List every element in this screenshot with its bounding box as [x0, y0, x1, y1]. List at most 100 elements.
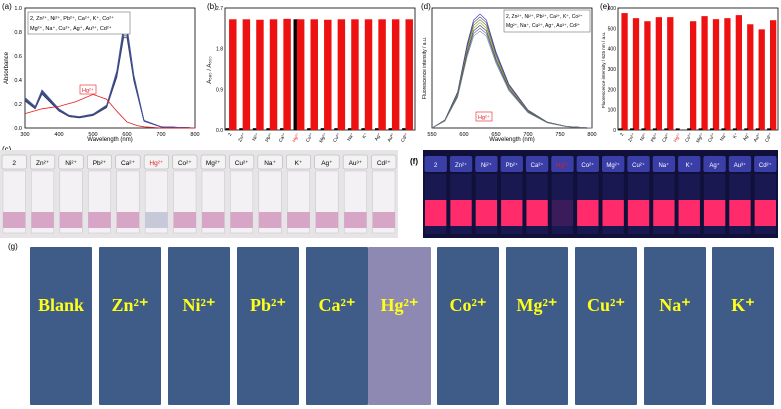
vial-label: Cd²⁺ [759, 162, 772, 169]
vial-label: 2 [12, 160, 16, 167]
vial-glow [627, 200, 650, 226]
vial-solution [315, 212, 339, 228]
vial-label: Co²⁺ [178, 160, 192, 167]
chart-b-xlabel: Zn²⁺ [237, 132, 246, 143]
chart-d-series-line [431, 27, 593, 129]
chart-b-bar [374, 128, 380, 130]
paper-ni: Ni²⁺ [168, 247, 230, 405]
chart-e-bar [664, 128, 669, 130]
paper-label: Ni²⁺ [182, 295, 216, 315]
chart-e-bar [701, 16, 708, 131]
vial-solution [258, 212, 282, 228]
vial-cap [728, 156, 752, 172]
vial-cap [143, 154, 169, 170]
chart-b-xlabel: Na⁺ [346, 132, 355, 142]
chart-b-xlabel: Co²⁺ [305, 132, 315, 144]
vial-photo-f: 2 Zn²⁺ Ni²⁺ Pb²⁺ Ca²⁺ Hg²⁺ Co²⁺ Mg²⁺ Cu²⁺ Na⁺ K⁺ Ag… [423, 150, 778, 238]
chart-b-bar [307, 128, 312, 130]
chart-e-ytick: 600 [608, 6, 617, 12]
chart-e-bar [767, 128, 772, 130]
chart-b-bar [402, 128, 407, 130]
paper-label: Blank [37, 295, 85, 315]
chart-a-frame [24, 7, 196, 129]
chart-e-ytick: 400 [608, 47, 617, 53]
vial-label: Ca²⁺ [121, 160, 135, 167]
chart-a-series-line [24, 35, 196, 129]
chart-b-frame [224, 7, 416, 131]
vial-cap [500, 156, 523, 172]
chart-e-xlabel: Zn²⁺ [627, 132, 636, 143]
vial-cap [1, 154, 27, 170]
vial-solution [173, 212, 196, 228]
vial-solution [3, 212, 26, 228]
chart-e-xlabel: Cu²⁺ [707, 132, 717, 144]
chart-e-xlabel: Na⁺ [719, 132, 728, 142]
vial-solution [230, 212, 253, 228]
chart-a-ytick: 1.0 [14, 6, 22, 12]
vial-label: Ca²⁺ [531, 162, 544, 169]
chart-b-xlabel: Ca²⁺ [278, 132, 288, 144]
chart-a-xtick: 400 [54, 132, 63, 138]
chart-d-hg-label: Hg²⁺ [478, 114, 490, 121]
panel-label-a: (a) [2, 2, 12, 11]
chart-b-xlabel: Cu²⁺ [332, 132, 342, 144]
chart-a-xtick: 600 [122, 132, 131, 138]
chart-a-xtick: 800 [190, 132, 199, 138]
chart-e-bar [721, 128, 726, 130]
chart-b-bar [242, 19, 251, 131]
vial-label: 2 [434, 163, 438, 169]
chart-b-xlabel: Ni²⁺ [251, 132, 260, 142]
vial-label: Zn²⁺ [36, 160, 50, 167]
chart-e-bar [735, 15, 742, 130]
chart-e-xlabel: K⁺ [732, 132, 739, 140]
vial-label: Zn²⁺ [455, 162, 467, 169]
chart-b-bar [225, 128, 231, 130]
chart-e-bar [618, 128, 623, 130]
chart-b-bar [283, 18, 291, 130]
vial-solution [59, 212, 83, 228]
chart-a-absorbance: 0.0 0.2 0.4 0.6 0.8 1.0 300 400 500 600 700 800 2, … [4, 6, 200, 143]
chart-b-ytick: 2.7 [216, 6, 223, 12]
paper-ca: Ca²⁺ [306, 247, 368, 405]
vial-label: Hg²⁺ [149, 160, 163, 167]
chart-b-bar [334, 128, 339, 130]
vial-glow [425, 200, 447, 226]
chart-d-xlabel: Wavelength (nm) [489, 137, 534, 143]
chart-e-ylabel: Fluorescence intensity / 625 nm / a.u. [601, 32, 606, 108]
chart-b-bar [229, 19, 237, 131]
vial-cap [257, 154, 283, 170]
chart-a-ytick: 0.6 [14, 54, 22, 60]
chart-b-bar [337, 19, 346, 131]
vial-glow [703, 200, 726, 226]
chart-a-xtick: 700 [156, 132, 165, 138]
vial-glow [678, 200, 700, 226]
paper-label: Mg²⁺ [516, 295, 558, 315]
chart-e-ytick: 200 [608, 87, 617, 93]
vial-label: Hg²⁺ [556, 162, 569, 169]
chart-e-bar [630, 128, 634, 130]
vial-solution [88, 212, 111, 228]
chart-e-bar [744, 128, 749, 130]
chart-e-bar [770, 20, 777, 131]
paper-hg: Hg²⁺ [368, 247, 431, 405]
paper-pb: Pb²⁺ [237, 247, 299, 405]
vial-cap [87, 154, 112, 170]
chart-b-bar [279, 128, 285, 130]
chart-a-legend-line2: Mg²⁺, Na⁺, Cu²⁺, Ag⁺, Au³⁺, Cd²⁺ [30, 25, 112, 32]
chart-a-xtick: 500 [88, 132, 97, 138]
paper-label: Zn²⁺ [111, 295, 149, 315]
vial-solution [344, 212, 367, 228]
vial-glow [653, 200, 675, 226]
chart-a-hg-tag [79, 84, 97, 95]
vial-solution [372, 212, 395, 228]
chart-b-xlabel: Hg²⁺ [291, 132, 301, 144]
chart-b-bar [378, 19, 386, 131]
chart-e-xlabel: Pb²⁺ [650, 132, 659, 143]
paper-cu: Cu²⁺ [575, 247, 637, 405]
vial-cap [424, 156, 447, 172]
paper-label: Ca²⁺ [318, 295, 356, 315]
chart-e-xlabel: Ca²⁺ [661, 132, 671, 144]
chart-d-legend-line1: 2, Zn²⁺, Ni²⁺, Pb²⁺, Ca²⁺, K⁺, Co²⁺ [506, 14, 583, 20]
chart-e-bar [667, 17, 674, 130]
chart-e-xlabel: Ag⁺ [742, 132, 751, 142]
